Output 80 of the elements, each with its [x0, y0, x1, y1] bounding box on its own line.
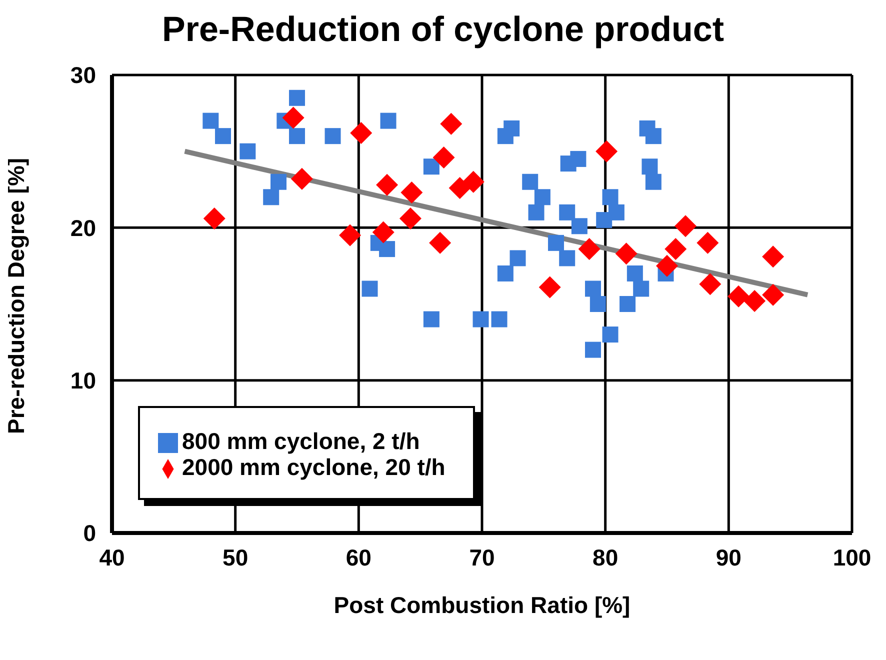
- point: [423, 311, 440, 328]
- x-tick-label: 80: [592, 544, 618, 570]
- point: [429, 232, 452, 254]
- point: [240, 143, 256, 160]
- point: [578, 238, 600, 260]
- point: [642, 158, 658, 175]
- point: [290, 168, 313, 190]
- point: [376, 174, 398, 196]
- point: [664, 238, 687, 260]
- point: [362, 280, 378, 297]
- point: [645, 128, 662, 144]
- point: [762, 284, 784, 306]
- point: [559, 250, 576, 266]
- point: [263, 189, 280, 206]
- y-tick-label: 0: [83, 520, 96, 546]
- point: [596, 140, 618, 162]
- point: [497, 265, 514, 282]
- point: [596, 212, 612, 228]
- point: [372, 221, 394, 244]
- point: [548, 234, 564, 251]
- point: [448, 176, 471, 199]
- point: [633, 280, 650, 297]
- point: [497, 128, 514, 144]
- point: [215, 128, 231, 144]
- x-tick-label: 60: [346, 544, 372, 570]
- point: [203, 208, 226, 230]
- point: [602, 189, 618, 206]
- chart-title: Pre-Reduction of cyclone product: [161, 10, 725, 50]
- point: [728, 285, 750, 308]
- x-axis-title: Post Combustion Ratio [%]: [334, 592, 630, 618]
- point: [202, 112, 219, 129]
- point: [696, 232, 719, 254]
- point: [462, 170, 484, 193]
- y-tick-label: 30: [70, 62, 96, 88]
- point: [626, 265, 643, 282]
- x-tick-label: 100: [832, 544, 872, 570]
- x-tick-label: 90: [716, 544, 742, 570]
- point: [699, 273, 722, 296]
- x-tick-label: 40: [99, 544, 125, 570]
- point: [615, 242, 638, 265]
- point: [400, 182, 423, 204]
- point: [324, 128, 341, 144]
- point: [620, 296, 636, 312]
- point: [528, 204, 544, 220]
- x-tick-label: 50: [222, 544, 248, 570]
- point: [645, 174, 662, 190]
- point: [522, 174, 538, 190]
- point: [534, 189, 550, 206]
- y-tick-label: 20: [70, 214, 96, 241]
- point: [380, 112, 396, 129]
- point: [656, 254, 678, 277]
- point: [762, 246, 784, 268]
- point: [289, 128, 305, 144]
- point: [432, 146, 455, 168]
- point: [744, 290, 766, 312]
- legend-label: 2000 mm cyclone, 20 t/h: [182, 454, 446, 480]
- point: [590, 296, 606, 312]
- point: [379, 241, 396, 258]
- point: [538, 276, 561, 298]
- point: [571, 218, 588, 234]
- point: [585, 342, 601, 358]
- point: [472, 311, 489, 328]
- y-tick-label: 10: [70, 368, 96, 394]
- point: [585, 280, 601, 297]
- point: [289, 90, 305, 106]
- x-tick-label: 70: [469, 544, 495, 570]
- point: [674, 215, 696, 238]
- point: [399, 208, 422, 230]
- point: [423, 158, 440, 175]
- point: [350, 122, 372, 144]
- point: [560, 156, 576, 172]
- point: [440, 112, 462, 135]
- point: [282, 106, 304, 129]
- point: [510, 250, 526, 266]
- point: [339, 224, 362, 246]
- point: [559, 204, 576, 220]
- point: [270, 174, 286, 190]
- legend-label: 800 mm cyclone, 2 t/h: [182, 428, 420, 454]
- point: [491, 311, 508, 328]
- point: [602, 326, 618, 343]
